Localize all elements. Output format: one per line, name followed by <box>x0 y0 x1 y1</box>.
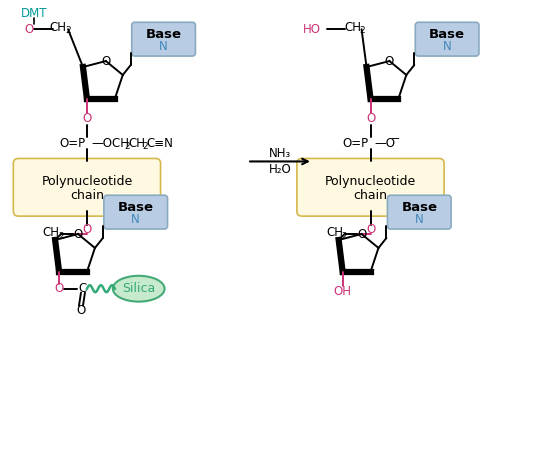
Text: 2: 2 <box>342 231 348 240</box>
FancyBboxPatch shape <box>104 195 168 229</box>
Text: N: N <box>131 213 140 226</box>
Text: Polynucleotide: Polynucleotide <box>325 175 416 188</box>
Text: Base: Base <box>429 29 465 41</box>
Text: Base: Base <box>146 29 182 41</box>
Text: —OCH: —OCH <box>91 137 129 150</box>
Text: N: N <box>159 40 168 53</box>
Text: O=P: O=P <box>343 137 369 150</box>
Text: chain: chain <box>70 189 104 202</box>
FancyBboxPatch shape <box>297 159 444 216</box>
Text: O: O <box>82 112 92 125</box>
Text: Base: Base <box>402 201 437 215</box>
Text: 2: 2 <box>360 26 365 35</box>
Text: O: O <box>25 23 34 36</box>
Text: O: O <box>73 228 82 240</box>
Text: H₂O: H₂O <box>268 163 292 176</box>
Text: O: O <box>385 55 394 68</box>
Text: 2: 2 <box>142 142 149 151</box>
Text: −: − <box>390 134 400 144</box>
Text: O: O <box>101 55 111 68</box>
Text: 2: 2 <box>125 142 130 151</box>
FancyBboxPatch shape <box>132 22 195 56</box>
Text: CH: CH <box>344 21 361 34</box>
Text: CH: CH <box>50 21 67 34</box>
Text: O: O <box>366 223 375 236</box>
Text: Base: Base <box>118 201 153 215</box>
Text: CH: CH <box>326 226 343 238</box>
Text: 2: 2 <box>65 26 71 35</box>
Text: Silica: Silica <box>122 282 155 295</box>
Text: C≡N: C≡N <box>147 137 174 150</box>
FancyBboxPatch shape <box>415 22 479 56</box>
Text: CH: CH <box>43 226 59 238</box>
Text: N: N <box>443 40 452 53</box>
Text: —O: —O <box>375 137 395 150</box>
Text: OH: OH <box>334 285 351 298</box>
FancyBboxPatch shape <box>13 159 161 216</box>
Text: chain: chain <box>354 189 388 202</box>
Text: O=P: O=P <box>59 137 85 150</box>
FancyBboxPatch shape <box>387 195 451 229</box>
Text: C: C <box>79 282 87 295</box>
Text: O: O <box>82 223 92 236</box>
Text: O: O <box>54 282 64 295</box>
Text: O: O <box>366 112 375 125</box>
Text: O: O <box>357 228 366 240</box>
Text: DMT: DMT <box>21 7 47 20</box>
Text: CH: CH <box>129 137 146 150</box>
Ellipse shape <box>113 276 164 302</box>
Text: Polynucleotide: Polynucleotide <box>41 175 133 188</box>
Text: HO: HO <box>303 23 321 36</box>
Text: NH₃: NH₃ <box>269 147 291 160</box>
Text: N: N <box>415 213 424 226</box>
Text: 2: 2 <box>58 231 64 240</box>
Text: O: O <box>76 304 86 317</box>
